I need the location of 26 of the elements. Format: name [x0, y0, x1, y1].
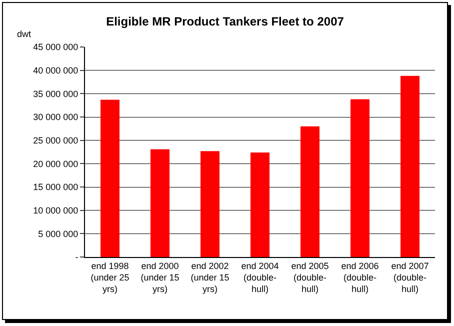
bar	[100, 100, 120, 257]
y-tick-label: 20 000 000	[33, 158, 78, 169]
bar	[350, 99, 370, 257]
bar	[150, 149, 170, 257]
bar	[250, 152, 270, 257]
y-tick-label: 35 000 000	[33, 88, 78, 99]
bar	[300, 126, 320, 257]
x-tick-label: end 1998 (under 25 yrs)	[90, 260, 130, 294]
y-tick-label: 10 000 000	[33, 205, 78, 216]
bar	[400, 76, 420, 257]
y-tick-label: 30 000 000	[33, 112, 78, 122]
x-tick-label: end 2006 (double-hull)	[341, 260, 379, 294]
x-tick-label: end 2007 (double-hull)	[391, 260, 429, 294]
bar	[200, 151, 220, 257]
x-tick-label: end 2002 (under 15 yrs)	[190, 260, 230, 294]
y-tick-label: -	[75, 252, 78, 262]
y-tick-label: 40 000 000	[33, 65, 78, 76]
chart-title: Eligible MR Product Tankers Fleet to 2007	[106, 14, 344, 29]
y-tick-label: 15 000 000	[33, 182, 78, 192]
x-tick-label: end 2004 (double-hull)	[241, 260, 279, 294]
y-axis-title: dwt	[17, 29, 32, 39]
y-tick-label: 5 000 000	[38, 228, 78, 239]
x-tick-label: end 2005 (double-hull)	[291, 260, 329, 294]
x-tick-label: end 2000 (under 15 yrs)	[140, 260, 180, 294]
y-tick-label: 45 000 000	[33, 42, 78, 52]
y-tick-label: 25 000 000	[33, 135, 78, 146]
